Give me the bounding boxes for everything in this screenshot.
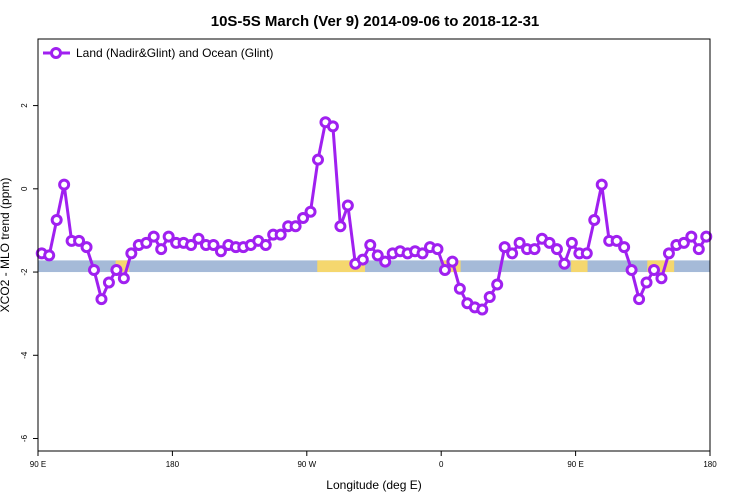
legend-label: Land (Nadir&Glint) and Ocean (Glint) — [76, 46, 273, 60]
data-point — [185, 239, 198, 251]
data-point — [528, 243, 541, 256]
x-tick-label: 90 W — [297, 460, 316, 469]
data-point — [633, 293, 646, 306]
data-point — [88, 263, 100, 276]
data-point — [102, 276, 115, 289]
x-tick-label: 180 — [703, 460, 717, 469]
data-point — [446, 255, 459, 268]
data-point — [550, 243, 563, 256]
chart-title: 10S-5S March (Ver 9) 2014-09-06 to 2018-… — [211, 13, 540, 30]
land-band-segment — [317, 260, 366, 273]
legend: Land (Nadir&Glint) and Ocean (Glint) — [43, 46, 273, 60]
data-point — [117, 272, 130, 285]
data-series — [35, 116, 713, 316]
data-point — [610, 234, 623, 247]
data-point — [476, 303, 489, 316]
data-point — [147, 230, 160, 243]
data-point — [506, 247, 519, 260]
data-point — [625, 263, 638, 276]
land-band-segment — [571, 260, 588, 273]
data-point — [640, 276, 653, 289]
data-point — [700, 230, 713, 243]
data-point — [558, 257, 571, 270]
x-tick-label: 90 E — [567, 460, 583, 469]
data-point — [274, 228, 287, 241]
data-point — [483, 291, 496, 304]
data-point — [685, 230, 698, 243]
data-point — [513, 236, 526, 249]
y-axis-ticks: -6 -4 -2 0 2 — [20, 103, 38, 442]
x-tick-label: 90 E — [30, 460, 46, 469]
data-point — [677, 236, 690, 249]
data-point — [662, 247, 675, 260]
data-point — [438, 263, 451, 276]
data-point — [334, 220, 347, 233]
data-point — [192, 232, 205, 245]
y-tick-label: -6 — [20, 434, 29, 442]
data-point — [207, 239, 220, 251]
legend-marker — [50, 47, 62, 59]
x-tick-label: 180 — [166, 460, 180, 469]
data-point — [80, 241, 93, 254]
data-point — [431, 243, 444, 256]
data-point — [259, 239, 272, 251]
data-point — [341, 199, 354, 212]
x-tick-label: 0 — [439, 460, 444, 469]
data-point — [326, 120, 339, 133]
surface-band — [38, 260, 710, 273]
data-point — [588, 214, 601, 227]
data-point — [371, 249, 384, 262]
land-band-segment — [115, 260, 130, 273]
data-point — [580, 247, 593, 260]
x-axis-ticks: 90 E 180 90 W 0 90 E 180 — [30, 451, 717, 469]
data-point — [73, 234, 86, 247]
y-axis-label: XCO2 - MLO trend (ppm) — [0, 178, 12, 313]
data-point — [140, 236, 153, 249]
plot-frame — [37, 38, 711, 452]
data-point — [125, 247, 138, 260]
data-point — [692, 243, 705, 256]
data-point — [50, 214, 63, 227]
data-point — [214, 245, 227, 258]
y-tick-label: -4 — [20, 351, 29, 359]
data-point — [356, 253, 369, 266]
data-point — [155, 243, 168, 256]
data-point — [565, 236, 578, 249]
data-point — [43, 249, 56, 262]
y-tick-label: 2 — [20, 103, 29, 108]
data-point — [162, 230, 175, 243]
data-point — [289, 220, 302, 233]
y-tick-label: -2 — [20, 268, 29, 276]
data-point — [498, 241, 511, 254]
data-point — [595, 178, 608, 191]
ocean-band — [38, 260, 710, 273]
x-axis-label: Longitude (deg E) — [326, 478, 421, 492]
data-point — [453, 282, 466, 295]
data-point — [618, 241, 631, 254]
data-point — [297, 211, 310, 224]
data-point — [655, 272, 668, 285]
y-tick-label: 0 — [20, 186, 29, 191]
data-point — [110, 263, 123, 276]
data-point — [95, 293, 108, 306]
series-line — [41, 120, 708, 311]
data-point — [364, 239, 377, 251]
data-point — [379, 255, 392, 268]
land-band-segment — [647, 260, 675, 273]
data-point — [648, 263, 660, 276]
data-point — [416, 247, 429, 260]
data-point — [312, 153, 324, 166]
data-point — [58, 178, 71, 191]
data-point — [304, 205, 317, 218]
data-point — [491, 278, 504, 291]
data-point — [543, 236, 556, 249]
